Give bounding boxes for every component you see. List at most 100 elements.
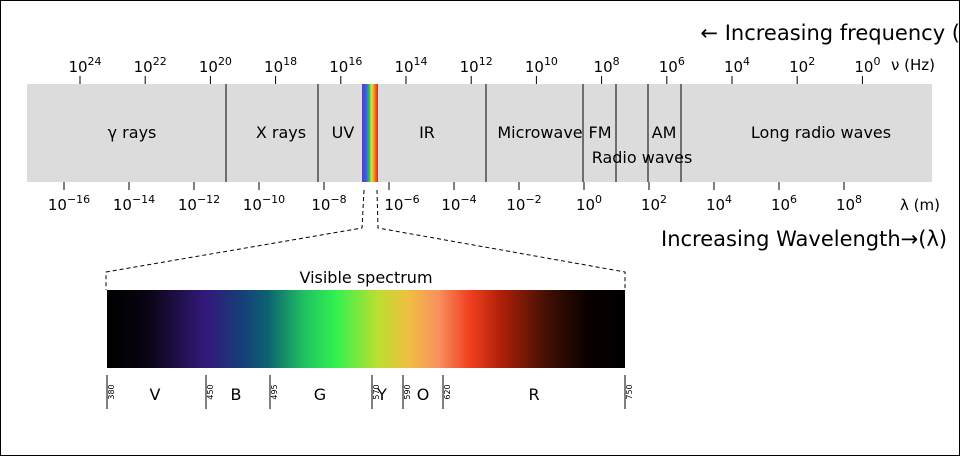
tick-base: 10 — [576, 196, 595, 214]
frequency-unit: ν (Hz) — [891, 56, 935, 74]
color-label: R — [528, 385, 539, 404]
tick-label: 1020 — [199, 55, 232, 76]
tick-exponent: −14 — [132, 193, 155, 206]
tick-exponent: −12 — [197, 193, 220, 206]
tick-label: 1012 — [460, 55, 493, 76]
color-label: G — [314, 385, 326, 404]
tick-base: 10 — [394, 58, 413, 76]
tick-base: 10 — [460, 58, 479, 76]
band-label: AM — [652, 123, 677, 142]
tick-label: 108 — [594, 55, 620, 76]
tick-base: 10 — [659, 58, 678, 76]
tick-label: 1018 — [264, 55, 297, 76]
tick-exponent: 12 — [479, 55, 493, 68]
tick-label: 10−10 — [243, 193, 285, 214]
tick-label: 108 — [836, 193, 862, 214]
tick-exponent: 0 — [873, 55, 880, 68]
tick-base: 10 — [311, 196, 330, 214]
tick-exponent: 10 — [544, 55, 558, 68]
tick-exponent: 2 — [808, 55, 815, 68]
tick-label: 1024 — [68, 55, 101, 76]
tick-base: 10 — [329, 58, 348, 76]
tick-exponent: −2 — [525, 193, 541, 206]
wavelength-label: 450 — [206, 384, 215, 399]
band-label: Long radio waves — [751, 123, 891, 142]
wavelength-label: 590 — [403, 384, 412, 399]
tick-exponent: 2 — [660, 193, 667, 206]
tick-exponent: 16 — [348, 55, 362, 68]
band-label: X rays — [256, 123, 306, 142]
tick-base: 10 — [68, 58, 87, 76]
tick-base: 10 — [48, 196, 67, 214]
tick-label: 10−6 — [384, 193, 419, 214]
wavelength-label: 495 — [270, 384, 279, 399]
tick-exponent: −6 — [403, 193, 419, 206]
tick-base: 10 — [836, 196, 855, 214]
tick-exponent: −16 — [67, 193, 90, 206]
tick-label: 100 — [576, 193, 602, 214]
tick-exponent: 24 — [88, 55, 102, 68]
spectrum-band — [27, 84, 932, 182]
tick-base: 10 — [113, 196, 132, 214]
tick-exponent: 18 — [283, 55, 297, 68]
band-label: IR — [419, 123, 435, 142]
tick-label: 1014 — [394, 55, 427, 76]
tick-label: 104 — [724, 55, 750, 76]
wavelength-unit: λ (m) — [900, 196, 940, 214]
color-label: B — [231, 385, 242, 404]
tick-label: 10−12 — [178, 193, 220, 214]
tick-base: 10 — [789, 58, 808, 76]
tick-base: 10 — [199, 58, 218, 76]
tick-exponent: 6 — [678, 55, 685, 68]
tick-exponent: 4 — [743, 55, 750, 68]
tick-label: 10−4 — [441, 193, 476, 214]
tick-base: 10 — [771, 196, 790, 214]
tick-label: 10−16 — [48, 193, 90, 214]
tick-label: 1010 — [525, 55, 558, 76]
tick-label: 1022 — [134, 55, 167, 76]
tick-label: 10−14 — [113, 193, 155, 214]
wavelength-label: 570 — [372, 384, 381, 399]
tick-exponent: 8 — [613, 55, 620, 68]
tick-label: 1016 — [329, 55, 362, 76]
tick-base: 10 — [134, 58, 153, 76]
tick-base: 10 — [441, 196, 460, 214]
tick-base: 10 — [854, 58, 873, 76]
tick-exponent: 6 — [790, 193, 797, 206]
tick-exponent: −4 — [460, 193, 476, 206]
tick-label: 106 — [659, 55, 685, 76]
dividers — [225, 84, 682, 182]
color-label: O — [417, 385, 430, 404]
zoom-lines — [105, 189, 626, 290]
tick-base: 10 — [706, 196, 725, 214]
tick-label: 10−2 — [506, 193, 541, 214]
tick-base: 10 — [724, 58, 743, 76]
wavelength-label: 620 — [443, 384, 452, 399]
band-label: UV — [332, 123, 355, 142]
tick-base: 10 — [506, 196, 525, 214]
tick-label: 106 — [771, 193, 797, 214]
color-label: Y — [376, 385, 387, 404]
tick-exponent: 8 — [855, 193, 862, 206]
tick-base: 10 — [525, 58, 544, 76]
tick-label: 100 — [854, 55, 880, 76]
visible-strip — [362, 84, 378, 182]
tick-exponent: 14 — [414, 55, 428, 68]
tick-exponent: 22 — [153, 55, 167, 68]
tick-label: 102 — [789, 55, 815, 76]
color-label: V — [150, 385, 161, 404]
tick-exponent: −8 — [330, 193, 346, 206]
frequency-label: ← Increasing frequency ( — [700, 21, 960, 45]
band-label: FM — [588, 123, 611, 142]
tick-exponent: 4 — [725, 193, 732, 206]
tick-label: 104 — [706, 193, 732, 214]
band-label: Radio waves — [592, 148, 693, 167]
tick-exponent: −10 — [262, 193, 285, 206]
tick-base: 10 — [243, 196, 262, 214]
tick-base: 10 — [641, 196, 660, 214]
tick-exponent: 0 — [595, 193, 602, 206]
wavelength-label: 380 — [107, 384, 116, 399]
tick-label: 102 — [641, 193, 667, 214]
visible-gradient — [107, 290, 625, 368]
